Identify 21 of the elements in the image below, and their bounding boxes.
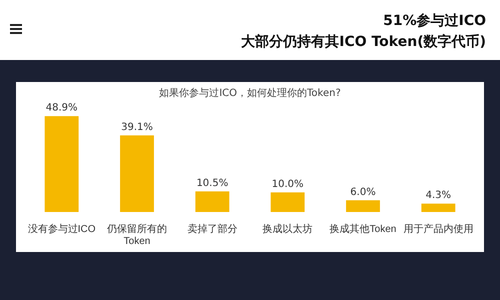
data-label: 6.0% [350, 186, 376, 198]
data-label: 39.1% [121, 122, 153, 133]
data-label: 10.0% [272, 178, 304, 190]
chart-title: 51%参与过ICO [383, 12, 486, 30]
data-label: 10.5% [196, 178, 228, 190]
bar [44, 116, 79, 212]
x-tick-label: 卖掉了部分 [187, 222, 238, 235]
x-tick-label: 用于产品内使用 [403, 222, 474, 235]
x-tick-label: 没有参与过ICO [28, 222, 96, 235]
text: 如果你参与过ICO，如何处理你的Token? [158, 86, 342, 100]
data-label: 48.9% [46, 102, 78, 114]
bar [270, 192, 305, 212]
x-tick-label: 换成以太坊 [262, 222, 313, 235]
x-tick-label: 仍保留所有的Token [106, 222, 167, 247]
bar [195, 191, 230, 212]
x-tick-label: 换成其他Token [330, 222, 396, 235]
bar [421, 204, 456, 212]
chart-subtitle: 大部分仍持有其ICO Token(数字代币) [241, 33, 486, 51]
data-label: 4.3% [426, 190, 452, 202]
bar [120, 135, 154, 212]
bar [346, 200, 380, 212]
